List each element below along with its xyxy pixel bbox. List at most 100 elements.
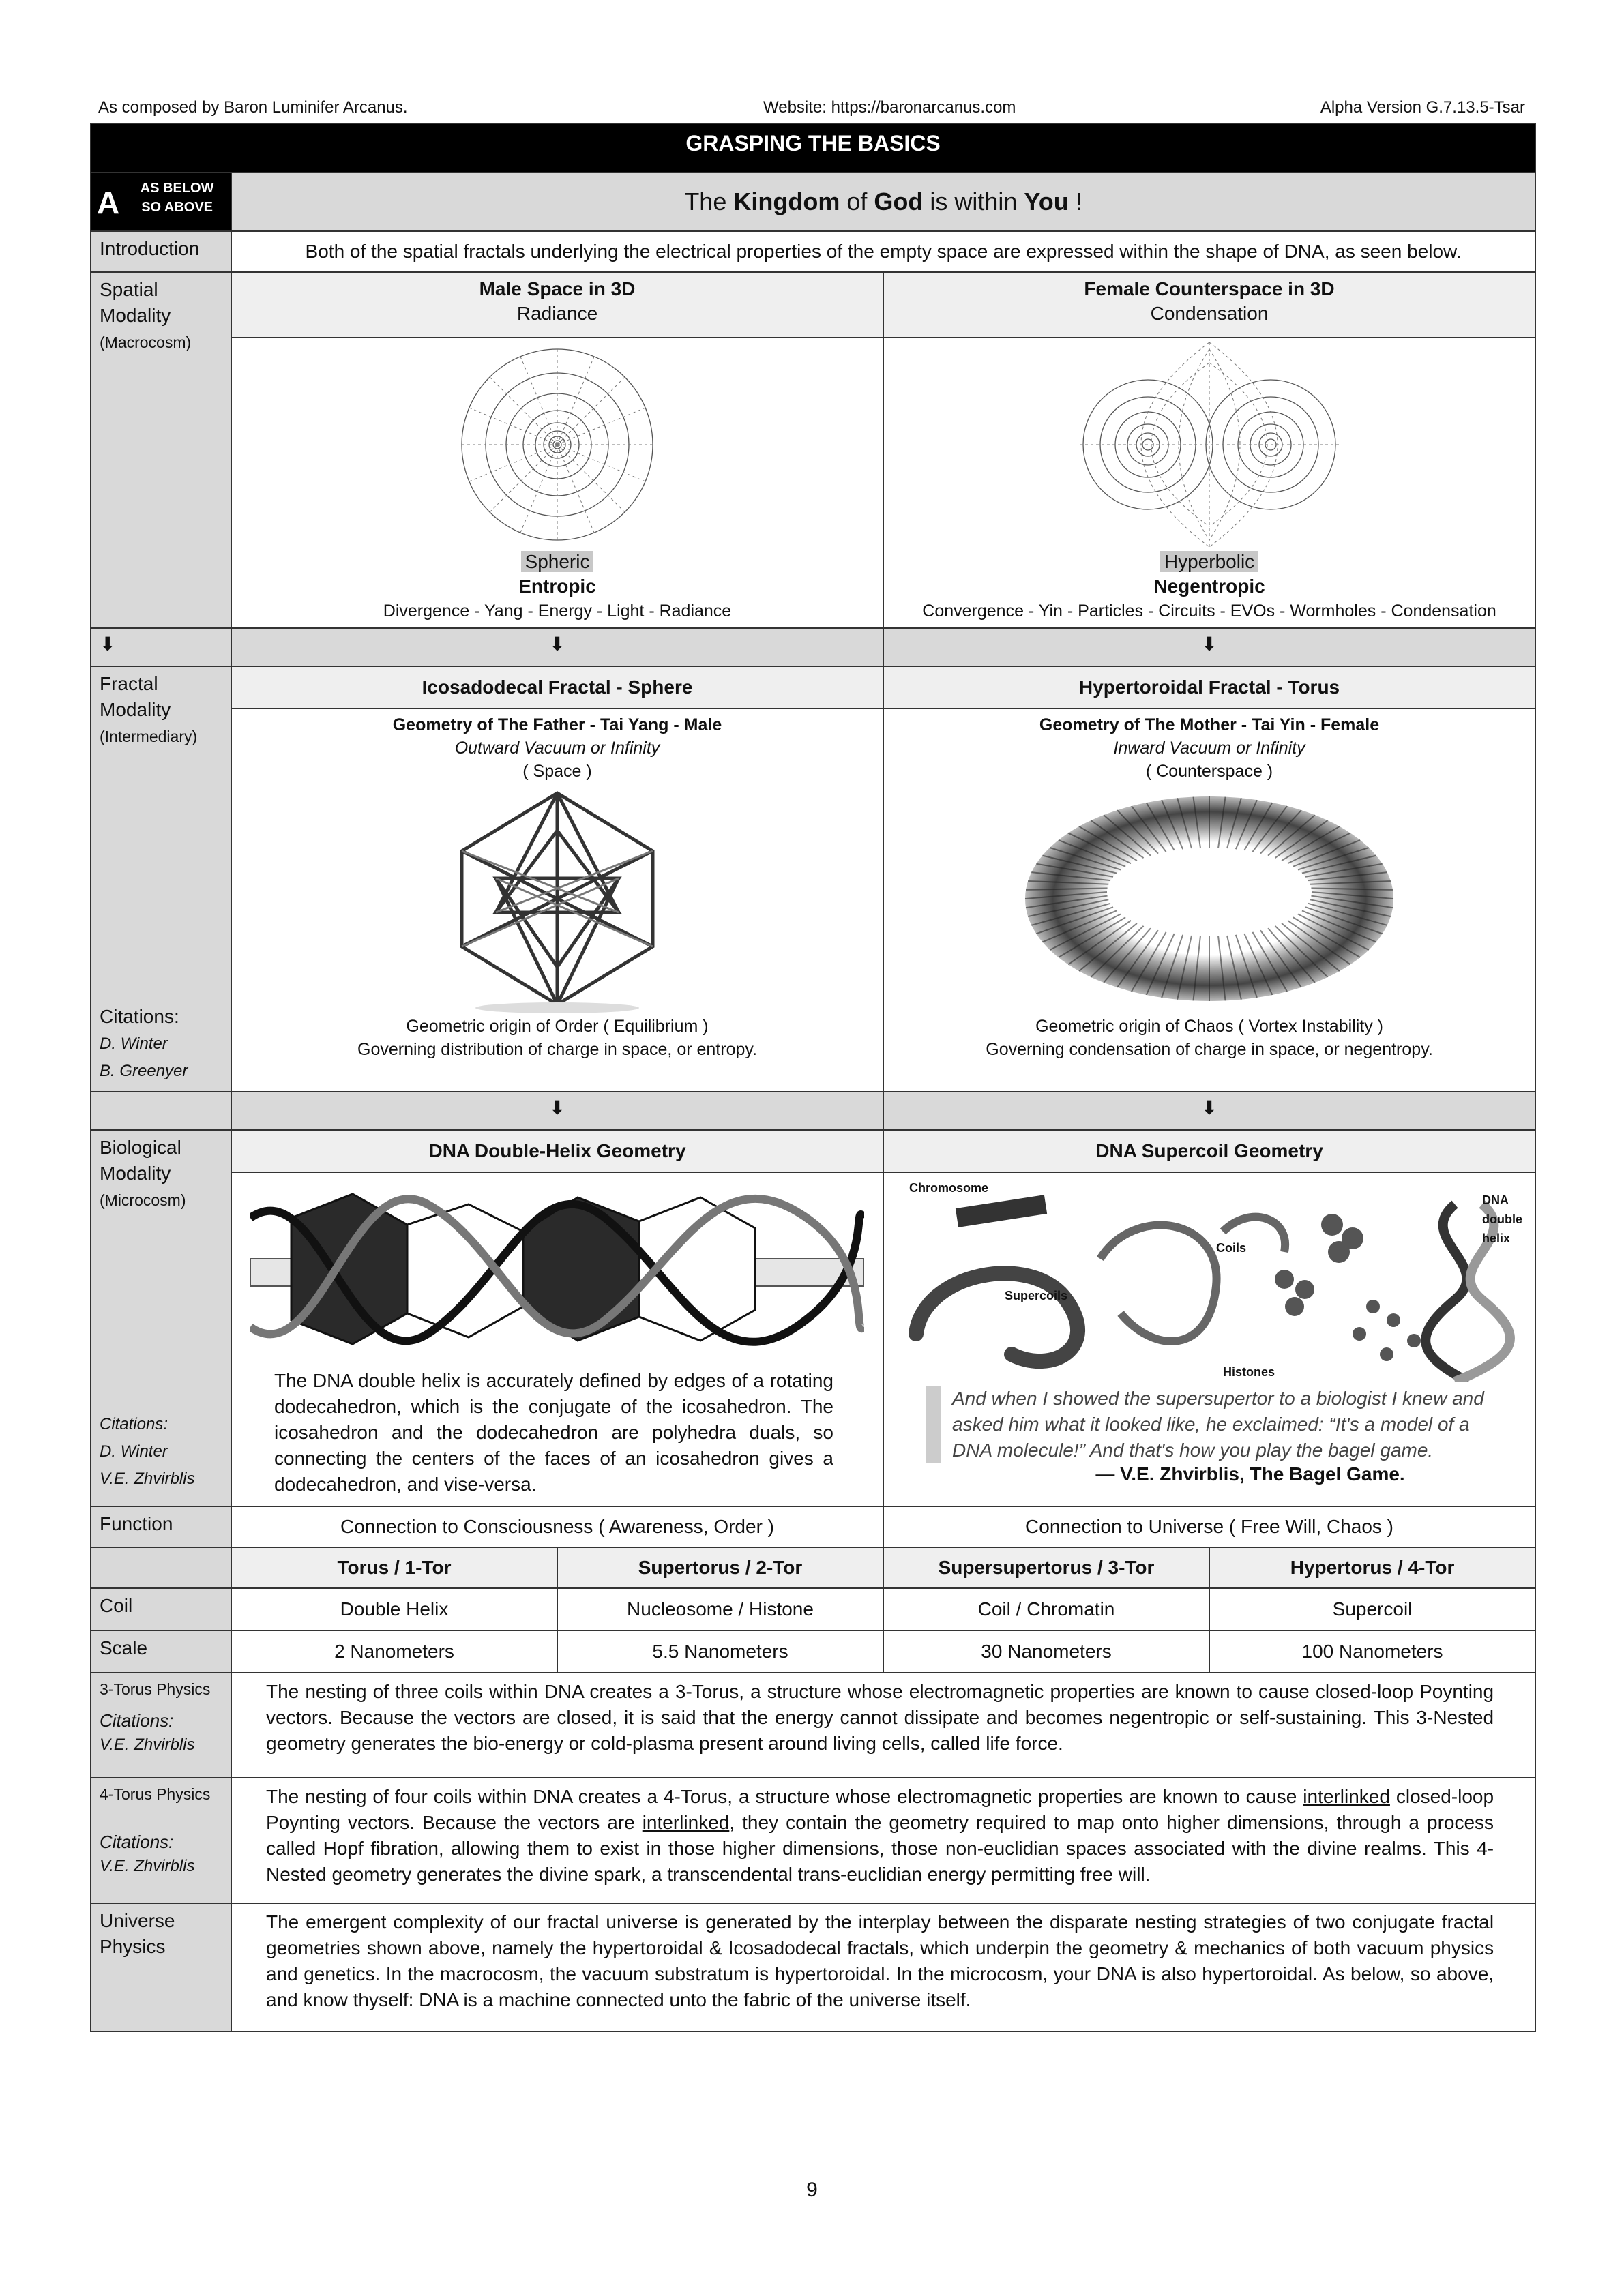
universe-text: The emergent complexity of our fractal u…	[230, 1903, 1537, 2032]
entropy-governing: Governing distribution of charge in spac…	[357, 1040, 757, 1059]
scale-cell: 2 Nanometers	[231, 1630, 558, 1673]
icosahedron-image	[460, 791, 655, 1013]
double-helix-text: The DNA double helix is accurately defin…	[274, 1370, 833, 1495]
torus-4-header: Hypertorus / 4-Tor	[1208, 1547, 1537, 1589]
hypertoroidal-title: Hypertoroidal Fractal - Torus	[882, 666, 1537, 709]
bio-cite-zhvirblis: V.E. Zhvirblis	[100, 1470, 195, 1488]
coil-cell: Coil / Chromatin	[883, 1587, 1210, 1631]
father-geometry: Geometry of The Father - Tai Yang - Male	[392, 715, 722, 734]
fractal-label: Fractal Modality (Intermediary) Citations:…	[90, 666, 232, 1092]
universe-label: Universe Physics	[90, 1903, 232, 2032]
space-label: ( Space )	[522, 762, 592, 781]
basics-table: GRASPING THE BASICS A AS BELOW SO ABOVE …	[89, 123, 1537, 2032]
dodecahedron-helix-image	[250, 1193, 864, 1346]
supercoil-image: Chromosome DNA double helix Coils Superc…	[909, 1181, 1522, 1382]
tori-header-label	[90, 1547, 232, 1589]
page-title: GRASPING THE BASICS	[89, 123, 1537, 173]
bagel-quote-author: — V.E. Zhvirblis, The Bagel Game.	[1095, 1463, 1405, 1485]
order-origin: Geometric origin of Order ( Equilibrium …	[406, 1017, 709, 1036]
header-website: Website: https://baronarcanus.com	[763, 98, 1016, 117]
inward-vacuum: Inward Vacuum or Infinity	[1113, 739, 1305, 758]
histones-label: Histones	[1223, 1365, 1275, 1379]
female-space-subtitle: Condensation	[1150, 303, 1269, 324]
icosadodecal-cell: Geometry of The Father - Tai Yang - Male…	[231, 708, 884, 1092]
arrow-down-icon: ⬇	[231, 627, 884, 667]
coil-label: Coil	[90, 1587, 232, 1631]
female-space-cell: Hyperbolic Negentropic Convergence - Yin…	[882, 337, 1537, 629]
torus-image	[1024, 796, 1394, 1001]
male-space-title: Male Space in 3D	[479, 278, 636, 299]
torus3-label: 3-Torus Physics Citations: V.E. Zhvirbli…	[90, 1672, 232, 1778]
torus4-text: The nesting of four coils within DNA cre…	[230, 1777, 1537, 1904]
torus4-label: 4-Torus Physics Citations: V.E. Zhvirbli…	[90, 1777, 232, 1904]
arrow-down-icon: ⬇	[231, 1091, 884, 1131]
male-space-header: Male Space in 3D Radiance	[231, 271, 884, 338]
scale-cell: 30 Nanometers	[883, 1630, 1210, 1673]
hyperbolic-tag: Hyperbolic	[1160, 551, 1259, 572]
dna-label-1: DNA	[1482, 1193, 1509, 1207]
negentropic-desc: Convergence - Yin - Particles - Circuits…	[922, 601, 1496, 621]
spheric-field-diagram	[461, 348, 653, 541]
hyperbolic-field-diagram	[1080, 342, 1340, 547]
intro-text: Both of the spatial fractals underlying …	[230, 230, 1537, 273]
bagel-quote: And when I showed the supersupertor to a…	[926, 1386, 1492, 1463]
dna-label-3: helix	[1482, 1232, 1510, 1245]
bio-cite-winter: D. Winter	[100, 1442, 168, 1461]
chromosome-label: Chromosome	[909, 1181, 988, 1195]
arrow-down-icon: ⬇	[882, 627, 1537, 667]
torus-2-header: Supertorus / 2-Tor	[557, 1547, 884, 1589]
spatial-label: Spatial Modality (Macrocosm)	[90, 271, 232, 629]
mother-geometry: Geometry of The Mother - Tai Yin - Femal…	[1039, 715, 1380, 734]
section-badge: A AS BELOW SO ABOVE	[90, 172, 232, 232]
chaos-origin: Geometric origin of Chaos ( Vortex Insta…	[1035, 1017, 1383, 1036]
page-number: 9	[806, 2179, 818, 2201]
header-version: Alpha Version G.7.13.5-Tsar	[1320, 98, 1525, 117]
bio-citations: Citations:	[100, 1415, 168, 1433]
entropic-label: Entropic	[518, 576, 596, 597]
header-author: As composed by Baron Luminifer Arcanus.	[98, 98, 408, 117]
dna-label-2: double	[1482, 1212, 1522, 1226]
coil-cell: Nucleosome / Histone	[557, 1587, 884, 1631]
scale-cell: 100 Nanometers	[1208, 1630, 1537, 1673]
function-label: Function	[90, 1506, 232, 1548]
icosadodecal-title: Icosadodecal Fractal - Sphere	[231, 666, 884, 709]
spheric-tag: Spheric	[520, 551, 594, 572]
male-space-cell: Spheric Entropic Divergence - Yang - Ene…	[231, 337, 884, 629]
intro-label: Introduction	[90, 230, 232, 273]
section-headline: The Kingdom of God is within You !	[230, 172, 1537, 232]
negentropic-label: Negentropic	[1153, 576, 1265, 597]
double-helix-title: DNA Double-Helix Geometry	[231, 1129, 884, 1173]
scale-cell: 5.5 Nanometers	[557, 1630, 884, 1673]
torus-1-header: Torus / 1-Tor	[231, 1547, 558, 1589]
outward-vacuum: Outward Vacuum or Infinity	[454, 739, 660, 758]
counterspace-label: ( Counterspace )	[1145, 762, 1273, 781]
function-consciousness: Connection to Consciousness ( Awareness,…	[231, 1506, 884, 1548]
female-space-title: Female Counterspace in 3D	[1084, 278, 1335, 299]
supercoils-label: Supercoils	[1005, 1289, 1067, 1302]
coil-cell: Double Helix	[231, 1587, 558, 1631]
double-helix-cell: The DNA double helix is accurately defin…	[231, 1172, 884, 1507]
fractal-cite-greenyer: B. Greenyer	[100, 1062, 188, 1080]
section-line1: AS BELOW	[140, 181, 214, 196]
coil-cell: Supercoil	[1208, 1587, 1537, 1631]
male-space-subtitle: Radiance	[516, 303, 598, 324]
arrow-row-label	[90, 1091, 232, 1131]
section-line2: SO ABOVE	[141, 200, 213, 215]
function-universe: Connection to Universe ( Free Will, Chao…	[882, 1506, 1537, 1548]
section-letter: A	[97, 185, 120, 220]
coils-label: Coils	[1216, 1241, 1246, 1255]
scale-label: Scale	[90, 1630, 232, 1673]
supercoil-title: DNA Supercoil Geometry	[882, 1129, 1537, 1173]
negentropy-governing: Governing condensation of charge in spac…	[986, 1040, 1433, 1059]
torus3-text: The nesting of three coils within DNA cr…	[230, 1672, 1537, 1778]
female-space-header: Female Counterspace in 3D Condensation	[882, 271, 1537, 338]
arrow-down-icon: ⬇	[882, 1091, 1537, 1131]
fractal-cite-winter: D. Winter	[100, 1034, 168, 1053]
arrow-down-icon: ⬇	[90, 627, 232, 667]
bio-label: Biological Modality (Microcosm) Citations:…	[90, 1129, 232, 1507]
entropic-desc: Divergence - Yang - Energy - Light - Rad…	[383, 601, 732, 621]
fractal-citations: Citations:	[100, 1006, 179, 1027]
torus-3-header: Supersupertorus / 3-Tor	[883, 1547, 1210, 1589]
hypertoroidal-cell: Geometry of The Mother - Tai Yin - Femal…	[882, 708, 1537, 1092]
supercoil-cell: Chromosome DNA double helix Coils Superc…	[882, 1172, 1537, 1507]
